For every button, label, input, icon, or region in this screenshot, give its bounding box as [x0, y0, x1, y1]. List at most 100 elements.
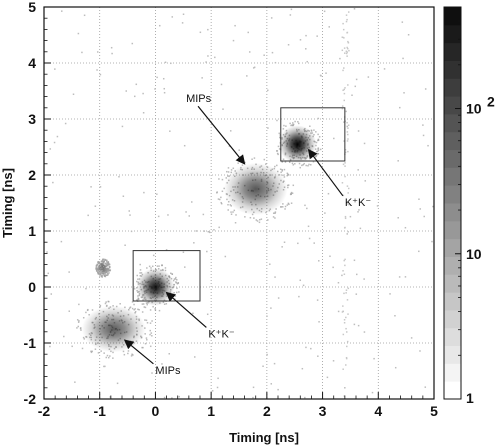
cluster-point	[78, 320, 80, 322]
noise-point	[104, 365, 106, 368]
stripe-point	[344, 215, 347, 218]
cluster-point	[164, 269, 167, 272]
cluster-point	[107, 272, 109, 274]
stripe-point	[347, 192, 349, 194]
cluster-point	[103, 258, 105, 261]
stripe-point	[341, 182, 344, 184]
colorbar-step	[444, 42, 461, 61]
cluster-point	[265, 163, 267, 165]
cluster-point	[96, 263, 98, 266]
cluster-point	[217, 198, 220, 200]
cluster-point	[148, 265, 151, 268]
colorbar-step	[444, 363, 461, 382]
cluster-point	[225, 177, 227, 179]
cluster-3	[223, 162, 288, 216]
cluster-point	[107, 263, 110, 265]
noise-point	[121, 125, 124, 128]
stripe-point	[345, 110, 347, 113]
noise-point	[403, 92, 405, 94]
noise-point	[267, 89, 269, 92]
cluster-point	[94, 348, 97, 350]
stripe-point	[346, 47, 349, 50]
noise-point	[116, 382, 119, 385]
stripe-point	[343, 121, 345, 123]
colorbar-step	[444, 381, 461, 400]
cluster-point	[141, 303, 144, 305]
stripe-point	[343, 227, 346, 229]
noise-point	[301, 367, 304, 370]
noise-point	[353, 259, 356, 262]
noise-point	[290, 8, 293, 11]
noise-point	[253, 66, 256, 69]
noise-point	[182, 13, 185, 16]
cluster-point	[290, 191, 293, 194]
cluster-point	[237, 162, 239, 164]
noise-point	[230, 205, 233, 207]
cluster-point	[286, 174, 288, 177]
cluster-point	[284, 208, 286, 210]
cluster-point	[272, 216, 275, 218]
cluster-point	[276, 150, 278, 152]
cluster-point	[151, 335, 153, 337]
annotation-label-1: K⁺K⁻	[208, 328, 234, 340]
stripe-point	[343, 395, 346, 397]
cluster-point	[274, 217, 276, 219]
cluster-point	[274, 211, 277, 213]
cluster-point	[227, 203, 229, 206]
cluster-point	[294, 163, 296, 165]
cluster-point	[286, 172, 289, 175]
noise-point	[232, 39, 235, 42]
stripe-point	[345, 50, 348, 53]
x-tick-label: 5	[430, 403, 438, 419]
cluster-point	[227, 167, 230, 169]
noise-point	[389, 293, 391, 295]
cluster-point	[106, 354, 109, 357]
noise-point	[325, 72, 327, 74]
noise-point	[201, 77, 203, 79]
noise-point	[287, 44, 290, 46]
cluster-point	[79, 327, 82, 329]
noise-point	[363, 142, 366, 145]
cluster-point	[291, 122, 294, 124]
noise-point	[252, 67, 255, 69]
cluster-point	[220, 202, 223, 205]
cluster-point	[80, 329, 82, 331]
colorbar-label-exponent: 2	[487, 94, 495, 110]
noise-point	[85, 287, 87, 290]
cluster-point	[227, 175, 229, 177]
noise-point	[171, 16, 174, 18]
noise-point	[270, 17, 273, 19]
stripe-point	[342, 89, 344, 92]
cluster-point	[176, 279, 178, 281]
noise-point	[182, 251, 185, 253]
noise-point	[61, 10, 63, 12]
cluster-point	[104, 259, 107, 261]
cluster-point	[176, 287, 178, 290]
cluster-point	[144, 333, 146, 335]
colorbar-step	[444, 24, 461, 44]
cluster-point	[95, 267, 98, 269]
cluster-point	[90, 351, 93, 354]
cluster-point	[107, 268, 110, 271]
colorbar-step	[444, 274, 461, 293]
cluster-point	[281, 170, 284, 172]
cluster-1	[278, 125, 317, 164]
cluster-point	[154, 307, 156, 310]
noise-point	[357, 130, 360, 132]
cluster-point	[98, 275, 101, 277]
noise-point	[276, 119, 278, 122]
cluster-point	[278, 132, 281, 135]
cluster-point	[146, 322, 149, 324]
noise-point	[52, 181, 54, 184]
stripe-point	[345, 331, 348, 333]
noise-point	[178, 395, 180, 398]
noise-point	[46, 251, 48, 253]
stripe-point	[344, 258, 346, 261]
noise-point	[163, 396, 166, 399]
stripe-point	[346, 121, 348, 124]
noise-point	[310, 347, 312, 350]
noise-point	[332, 266, 334, 269]
noise-point	[367, 76, 370, 78]
stripe-point	[346, 31, 349, 34]
noise-point	[167, 214, 169, 216]
